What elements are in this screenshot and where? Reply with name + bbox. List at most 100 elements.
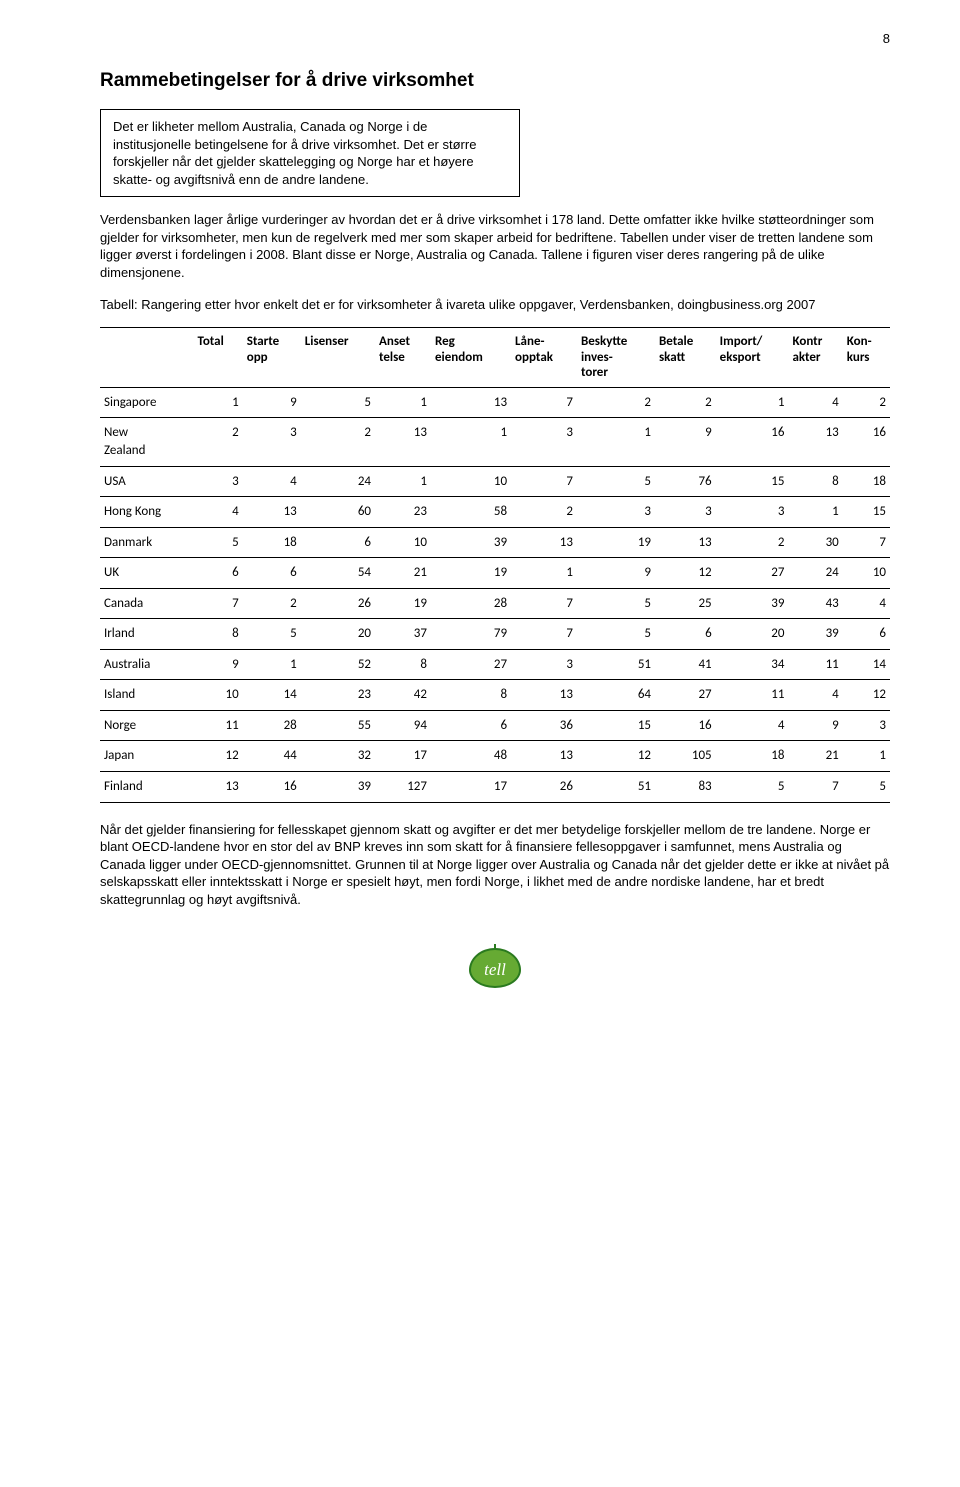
table-cell: 39 bbox=[431, 527, 511, 558]
table-row: Japan1244321748131210518211 bbox=[100, 741, 890, 772]
table-cell: 36 bbox=[511, 710, 577, 741]
table-cell: 4 bbox=[716, 710, 789, 741]
table-cell: 1 bbox=[511, 558, 577, 589]
table-cell: 9 bbox=[577, 558, 655, 589]
table-cell: 9 bbox=[194, 649, 243, 680]
table-cell: 2 bbox=[843, 387, 890, 418]
table-row: Finland13163912717265183575 bbox=[100, 772, 890, 803]
table-cell: Norge bbox=[100, 710, 194, 741]
table-cell: 3 bbox=[511, 649, 577, 680]
table-row: Danmark518610391319132307 bbox=[100, 527, 890, 558]
table-cell: 13 bbox=[375, 418, 431, 466]
table-cell: 55 bbox=[301, 710, 375, 741]
table-cell: 3 bbox=[243, 418, 301, 466]
table-cell: Danmark bbox=[100, 527, 194, 558]
table-cell: 2 bbox=[716, 527, 789, 558]
table-cell: 12 bbox=[194, 741, 243, 772]
table-header-cell: Total bbox=[194, 328, 243, 388]
table-cell: 34 bbox=[716, 649, 789, 680]
table-cell: 14 bbox=[243, 680, 301, 711]
table-cell: 13 bbox=[788, 418, 842, 466]
table-header-cell: Starte opp bbox=[243, 328, 301, 388]
table-row: Canada72261928752539434 bbox=[100, 588, 890, 619]
table-cell: 23 bbox=[301, 680, 375, 711]
table-cell: Irland bbox=[100, 619, 194, 650]
table-row: New Zealand232131319161316 bbox=[100, 418, 890, 466]
table-cell: 4 bbox=[788, 387, 842, 418]
table-cell: 4 bbox=[243, 466, 301, 497]
table-cell: 2 bbox=[577, 387, 655, 418]
table-cell: 39 bbox=[716, 588, 789, 619]
table-cell: 3 bbox=[655, 497, 716, 528]
table-cell: Finland bbox=[100, 772, 194, 803]
table-cell: 3 bbox=[577, 497, 655, 528]
table-cell: 13 bbox=[511, 680, 577, 711]
table-cell: 18 bbox=[716, 741, 789, 772]
table-cell: 15 bbox=[716, 466, 789, 497]
table-cell: 3 bbox=[194, 466, 243, 497]
table-cell: 23 bbox=[375, 497, 431, 528]
table-cell: 1 bbox=[375, 387, 431, 418]
table-cell: 18 bbox=[843, 466, 890, 497]
table-cell: 1 bbox=[431, 418, 511, 466]
table-cell: 13 bbox=[194, 772, 243, 803]
table-row: Norge112855946361516493 bbox=[100, 710, 890, 741]
table-cell: 3 bbox=[843, 710, 890, 741]
table-cell: 24 bbox=[788, 558, 842, 589]
table-cell: 6 bbox=[301, 527, 375, 558]
table-row: USA3424110757615818 bbox=[100, 466, 890, 497]
table-cell: 19 bbox=[431, 558, 511, 589]
table-cell: 8 bbox=[788, 466, 842, 497]
table-cell: 7 bbox=[511, 387, 577, 418]
table-cell: 7 bbox=[511, 466, 577, 497]
table-cell: 15 bbox=[577, 710, 655, 741]
table-cell: New Zealand bbox=[100, 418, 194, 466]
table-cell: 17 bbox=[431, 772, 511, 803]
table-cell: 39 bbox=[301, 772, 375, 803]
table-cell: 13 bbox=[511, 741, 577, 772]
table-cell: UK bbox=[100, 558, 194, 589]
callout-box: Det er likheter mellom Australia, Canada… bbox=[100, 109, 520, 197]
table-cell: Japan bbox=[100, 741, 194, 772]
table-cell: 27 bbox=[716, 558, 789, 589]
table-cell: Singapore bbox=[100, 387, 194, 418]
table-cell: 51 bbox=[577, 772, 655, 803]
table-cell: 7 bbox=[511, 619, 577, 650]
table-cell: 3 bbox=[511, 418, 577, 466]
table-cell: 1 bbox=[194, 387, 243, 418]
table-cell: Island bbox=[100, 680, 194, 711]
table-cell: 32 bbox=[301, 741, 375, 772]
table-cell: 2 bbox=[243, 588, 301, 619]
table-cell: 8 bbox=[431, 680, 511, 711]
table-header-cell: Beskytte inves- torer bbox=[577, 328, 655, 388]
table-header-cell: Kontr akter bbox=[788, 328, 842, 388]
table-cell: 2 bbox=[301, 418, 375, 466]
table-row: Hong Kong4136023582333115 bbox=[100, 497, 890, 528]
table-cell: 51 bbox=[577, 649, 655, 680]
table-cell: 28 bbox=[431, 588, 511, 619]
table-cell: 10 bbox=[375, 527, 431, 558]
table-cell: 16 bbox=[716, 418, 789, 466]
table-cell: 1 bbox=[375, 466, 431, 497]
table-cell: 17 bbox=[375, 741, 431, 772]
tell-logo-icon: tell bbox=[469, 948, 521, 988]
table-cell: 12 bbox=[577, 741, 655, 772]
table-cell: Hong Kong bbox=[100, 497, 194, 528]
table-cell: 60 bbox=[301, 497, 375, 528]
table-cell: 79 bbox=[431, 619, 511, 650]
table-cell: 21 bbox=[788, 741, 842, 772]
table-cell: 8 bbox=[375, 649, 431, 680]
table-cell: 6 bbox=[243, 558, 301, 589]
table-header-cell: Kon- kurs bbox=[843, 328, 890, 388]
table-cell: 1 bbox=[788, 497, 842, 528]
table-cell: 64 bbox=[577, 680, 655, 711]
table-cell: 7 bbox=[843, 527, 890, 558]
table-header-cell: Import/ eksport bbox=[716, 328, 789, 388]
table-cell: 11 bbox=[716, 680, 789, 711]
table-cell: 6 bbox=[431, 710, 511, 741]
table-cell: 1 bbox=[843, 741, 890, 772]
table-cell: 10 bbox=[431, 466, 511, 497]
table-cell: 1 bbox=[243, 649, 301, 680]
table-cell: 5 bbox=[243, 619, 301, 650]
table-cell: 24 bbox=[301, 466, 375, 497]
